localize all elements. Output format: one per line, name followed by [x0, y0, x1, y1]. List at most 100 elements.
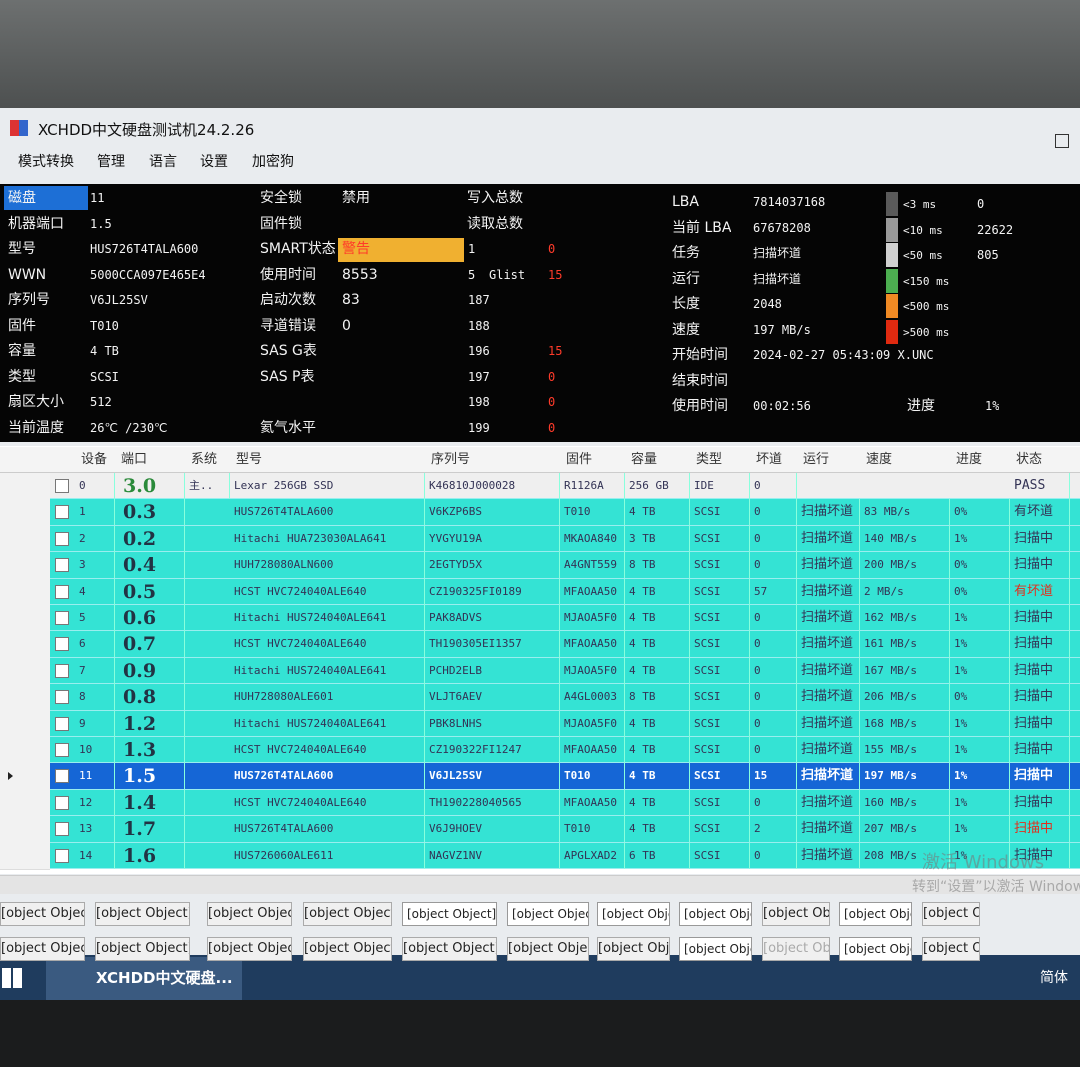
grid-cell: MJAOA5F0: [560, 710, 625, 737]
grid-cell: V6KZP6BS: [425, 499, 560, 526]
column-header[interactable]: 固件: [566, 452, 593, 467]
grid-cell: R1126A: [560, 473, 625, 499]
column-header[interactable]: 运行: [803, 452, 830, 467]
button[interactable]: [object Object]: [207, 902, 292, 926]
dropdown[interactable]: [object Object]: [597, 902, 670, 926]
dropdown[interactable]: [object Object]: [839, 937, 912, 961]
dropdown[interactable]: [object Object]: [507, 902, 589, 926]
checkbox[interactable]: [55, 848, 69, 863]
menu-item[interactable]: 管理: [97, 154, 125, 170]
grid-cell: 扫描坏道: [797, 816, 860, 843]
grid-row[interactable]: [50, 525, 1080, 553]
grid-row[interactable]: [50, 578, 1080, 605]
button[interactable]: [object Object]: [507, 937, 589, 961]
column-header[interactable]: 进度: [956, 452, 983, 467]
button[interactable]: [object Object]: [95, 902, 190, 926]
horizontal-scrollbar[interactable]: [0, 875, 1080, 894]
column-header[interactable]: 设备: [81, 452, 108, 467]
checkbox[interactable]: [55, 611, 69, 625]
grid-cell: SCSI: [690, 657, 750, 684]
grid-cell: TH190228040565: [425, 789, 560, 816]
grid-row[interactable]: [50, 657, 1080, 685]
checkbox[interactable]: [55, 795, 69, 810]
smart-id: 197: [468, 369, 490, 384]
column-header[interactable]: 序列号: [431, 452, 471, 467]
button[interactable]: [object Object]: [762, 902, 830, 926]
grid-row[interactable]: [50, 605, 1080, 632]
grid-cell: SCSI: [690, 631, 750, 658]
field-label: 使用时间: [260, 266, 316, 283]
checkbox[interactable]: [55, 663, 69, 678]
smart-value: 0: [548, 242, 556, 256]
grid-row[interactable]: [50, 816, 1080, 843]
column-header[interactable]: 端口: [121, 452, 148, 467]
start-button[interactable]: [2, 968, 22, 988]
button[interactable]: [object Object]: [922, 902, 980, 926]
button[interactable]: [object Object]: [402, 937, 497, 961]
grid-row[interactable]: [50, 552, 1080, 579]
grid-row[interactable]: [50, 631, 1080, 658]
button[interactable]: [object Object]: [303, 902, 392, 926]
smart-id: 188: [468, 318, 490, 333]
button[interactable]: [object Object]: [597, 937, 670, 961]
column-header[interactable]: 类型: [696, 452, 723, 467]
checkbox[interactable]: [55, 637, 69, 652]
language-indicator[interactable]: 简体: [1040, 970, 1068, 986]
checkbox[interactable]: [55, 716, 69, 731]
grid-row[interactable]: [50, 684, 1080, 711]
grid-row[interactable]: [50, 737, 1080, 764]
field-label: 结束时间: [672, 372, 728, 389]
column-header[interactable]: 坏道: [756, 452, 783, 467]
dropdown[interactable]: [object Object]: [402, 902, 497, 926]
menu-item[interactable]: 加密狗: [252, 154, 294, 170]
grid-cell: 1%: [950, 737, 1010, 763]
row-header: [0, 710, 50, 738]
grid-cell: 扫描坏道: [797, 525, 860, 552]
grid-cell: PCHD2ELB: [425, 657, 560, 684]
column-header[interactable]: 速度: [866, 452, 893, 467]
checkbox[interactable]: [55, 558, 69, 573]
dropdown[interactable]: [object Object]: [679, 937, 752, 961]
grid-row[interactable]: [50, 789, 1080, 817]
checkbox[interactable]: [55, 769, 69, 784]
grid-cell: 扫描中: [1010, 605, 1070, 631]
activation-watermark: 转到“设置”以激活 Windows: [912, 879, 1080, 895]
menu-item[interactable]: 模式转换: [18, 154, 74, 170]
grid-cell: 扫描坏道: [797, 657, 860, 684]
grid-row[interactable]: [50, 710, 1080, 737]
grid-cell: Hitachi HUA723030ALA641: [230, 525, 425, 552]
grid-row[interactable]: [50, 842, 1080, 869]
field-label: 寻道错误: [260, 317, 316, 334]
button[interactable]: [object Object]: [0, 937, 85, 961]
dropdown[interactable]: [object Object]: [679, 902, 752, 926]
grid-row[interactable]: [50, 499, 1080, 526]
column-header[interactable]: 型号: [236, 452, 263, 467]
checkbox[interactable]: [55, 822, 69, 837]
taskbar-app[interactable]: [46, 957, 242, 1000]
field-label: SMART状态: [260, 241, 336, 257]
dropdown[interactable]: [object Object]: [839, 902, 912, 926]
button[interactable]: [object Object]: [303, 937, 392, 961]
menu-item[interactable]: 设置: [200, 154, 228, 170]
grid-cell: HUS726060ALE611: [230, 842, 425, 869]
checkbox[interactable]: [55, 479, 69, 493]
column-header[interactable]: 状态: [1016, 452, 1043, 467]
checkbox[interactable]: [55, 743, 69, 757]
button[interactable]: [object Object]: [95, 937, 190, 961]
grid-cell: 0%: [950, 578, 1010, 605]
checkbox[interactable]: [55, 584, 69, 599]
button[interactable]: [object Object]: [922, 937, 980, 961]
column-header[interactable]: 容量: [631, 452, 658, 467]
checkbox[interactable]: [55, 531, 69, 546]
column-header[interactable]: 系统: [191, 452, 218, 467]
checkbox[interactable]: [55, 505, 69, 520]
grid-cell: 0: [750, 473, 797, 499]
grid-row[interactable]: [50, 473, 1080, 500]
grid-cell: 0: [750, 789, 797, 816]
maximize-button[interactable]: [1055, 134, 1069, 148]
grid-row[interactable]: [50, 763, 1080, 790]
button[interactable]: [object Object]: [207, 937, 292, 961]
checkbox[interactable]: [55, 690, 69, 705]
button[interactable]: [object Object]: [0, 902, 85, 926]
menu-item[interactable]: 语言: [149, 154, 177, 170]
